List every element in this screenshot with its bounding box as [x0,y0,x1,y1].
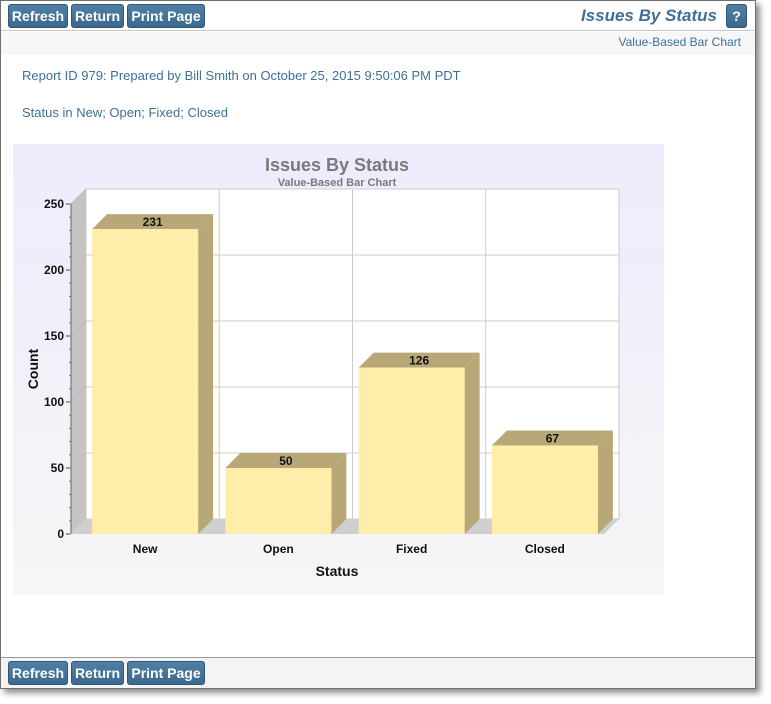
bar-side-new [198,214,214,534]
x-tick-label: Open [263,542,294,556]
x-tick-label: New [133,542,158,556]
chart-area: 0 50 100 150 200 250 231 New 50 Open 126 Fixed 67 Clo… [13,144,664,594]
return-button[interactable]: Return [71,4,124,28]
return-button-bottom[interactable]: Return [71,661,124,685]
gridline-side [70,320,87,337]
bar-open [225,468,332,534]
top-toolbar: Refresh Return Print Page Issues By Stat… [1,1,755,31]
chart-type-label: Value-Based Bar Chart [618,35,741,49]
bar-side-closed [597,430,613,534]
refresh-button[interactable]: Refresh [8,4,68,28]
bar-side-open [331,453,347,534]
chart-subtitle: Value-Based Bar Chart [278,177,397,189]
bar-side-fixed [464,352,480,534]
report-filter: Status in New; Open; Fixed; Closed [22,105,228,120]
y-axis-label: Count [25,348,41,389]
bar-closed [491,445,598,534]
y-tick-label: 50 [51,461,65,475]
data-label: 231 [143,215,163,229]
gridline-side [70,188,87,205]
bar-top-open [225,453,347,468]
bar-chart: 0 50 100 150 200 250 231 New 50 Open 126 Fixed 67 Clo… [13,144,664,594]
x-tick-label: Closed [525,542,565,556]
y-tick-label: 250 [44,197,64,211]
page-title: Issues By Status [580,6,717,25]
bar-top-closed [491,430,613,446]
y-tick-label: 0 [57,527,64,541]
chart-title: Issues By Status [265,155,409,175]
subheader-bar: Value-Based Bar Chart [1,32,755,55]
gridline-side [70,386,87,403]
left-wall [71,189,86,534]
x-axis-label: Status [316,563,359,579]
help-button[interactable]: ? [726,4,747,28]
report-window: Refresh Return Print Page Issues By Stat… [0,0,756,689]
bar-new [92,229,199,534]
report-info: Report ID 979: Prepared by Bill Smith on… [22,68,461,83]
x-tick-label: Fixed [396,542,427,556]
y-tick-label: 150 [44,329,64,343]
data-label: 126 [409,354,429,368]
bar-fixed [358,367,465,534]
y-tick-label: 100 [44,395,64,409]
print-page-button[interactable]: Print Page [127,4,205,28]
print-page-button-bottom[interactable]: Print Page [127,661,205,685]
data-label: 50 [279,454,293,468]
bar-top-new [92,214,214,230]
gridline-side [70,452,87,469]
data-label: 67 [546,432,560,446]
gridline-side [70,254,87,271]
bar-top-fixed [358,352,480,368]
bottom-toolbar: Refresh Return Print Page [1,657,755,688]
y-tick-label: 200 [44,263,64,277]
refresh-button-bottom[interactable]: Refresh [8,661,68,685]
